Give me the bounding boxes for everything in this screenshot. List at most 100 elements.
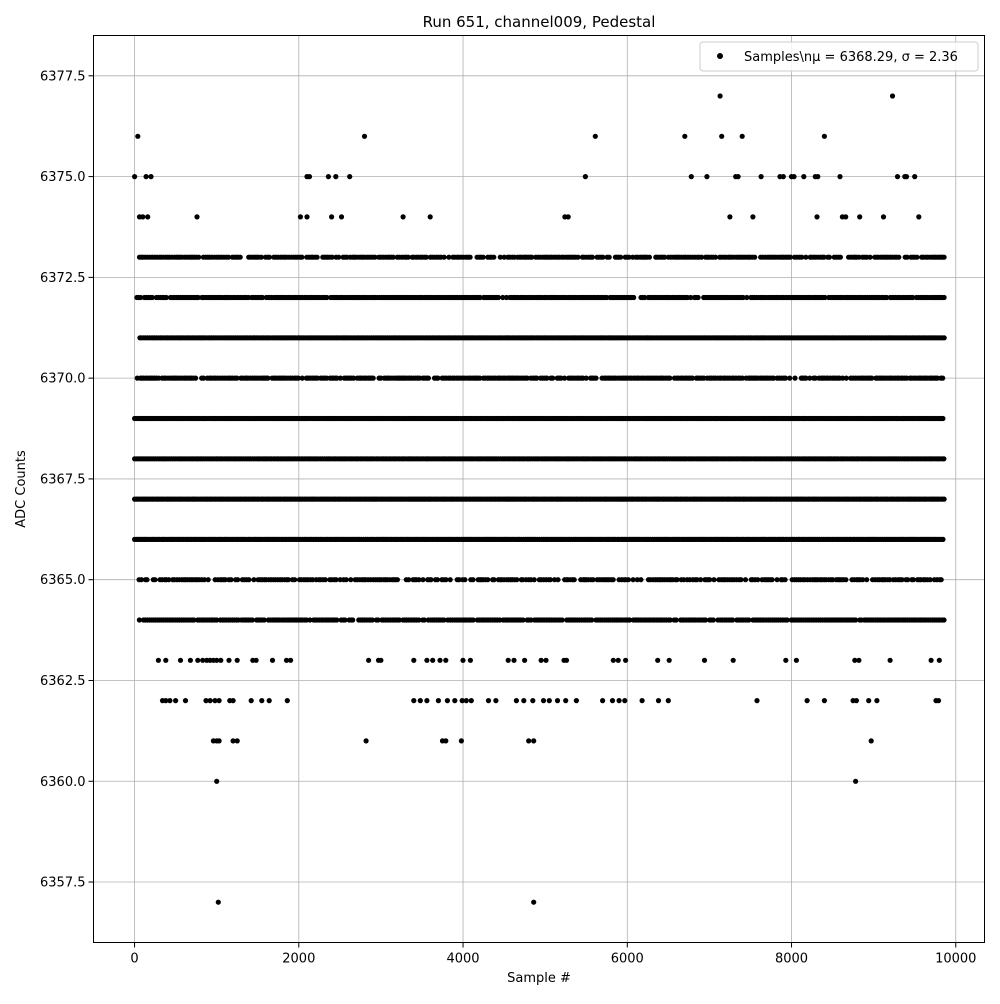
data-point [416,617,422,623]
data-point [941,496,947,502]
y-tick-label: 6372.5 [40,271,86,286]
data-point [144,577,150,583]
data-point [904,254,910,260]
data-point [514,577,520,583]
data-point [771,375,777,381]
data-point [430,657,436,663]
data-point [750,214,756,220]
x-tick-label: 2000 [282,952,315,967]
data-point [485,577,491,583]
data-point [306,174,313,180]
data-point [534,375,540,381]
data-point [361,133,368,139]
data-point [456,577,462,583]
data-point [155,657,161,663]
data-point [437,657,443,663]
data-point [583,375,589,381]
data-point [563,657,570,663]
data-point [784,617,790,623]
data-point [207,698,213,704]
data-point [666,657,672,663]
data-point [216,738,222,744]
data-point [370,375,376,381]
data-point [573,698,580,704]
legend-marker [717,53,723,59]
scatter-points [132,93,947,905]
data-point [148,174,154,180]
data-point [138,577,144,583]
data-point [214,617,220,623]
data-point [606,254,612,260]
x-tick-label: 0 [130,952,138,967]
data-point [526,738,532,744]
data-point [259,698,265,704]
data-point [843,577,849,583]
data-point [521,698,527,704]
data-point [246,577,252,583]
data-point [411,657,417,663]
x-tick-label: 6000 [611,952,644,967]
data-point [531,899,537,905]
data-point [600,698,606,704]
data-point [941,254,947,260]
data-point [837,174,843,180]
data-point [333,577,339,583]
y-tick-label: 6365.0 [40,573,86,588]
data-point [443,657,449,663]
data-point [543,657,549,663]
data-point [378,657,384,663]
data-point [215,899,221,905]
data-point [903,174,910,180]
data-point [261,617,267,623]
data-point [405,254,411,260]
data-point [137,294,144,301]
data-point [554,698,561,704]
data-point [470,617,476,623]
data-point [166,577,172,583]
grid-lines [93,35,985,943]
data-point [228,577,234,583]
data-point [735,174,741,180]
x-tick-label: 4000 [446,952,479,967]
data-point [927,577,933,583]
data-point [400,214,406,220]
data-point [791,174,797,180]
data-point [329,254,335,260]
data-point [513,698,520,704]
data-point [295,375,301,381]
data-point [935,698,942,704]
data-point [673,617,679,623]
data-point [853,698,860,704]
data-point [396,617,402,623]
data-point [867,254,873,260]
data-point [774,577,780,583]
data-point [531,577,537,583]
plot-area-frame [93,35,985,943]
data-point [193,375,199,381]
data-point [853,778,859,784]
data-point [447,577,453,583]
data-point [226,657,232,663]
data-point [334,617,340,623]
data-point [348,577,354,583]
data-point [195,294,201,301]
data-point [615,657,621,663]
x-tick-label: 10000 [935,952,976,967]
data-point [468,698,474,704]
data-point [837,254,844,260]
y-tick-label: 6375.0 [40,170,86,185]
data-point [905,577,911,583]
data-point [783,657,789,663]
data-point [363,738,369,744]
data-point [941,456,947,462]
data-point [589,617,595,623]
data-point [425,375,431,381]
data-point [803,254,809,260]
y-tick-label: 6367.5 [40,472,86,487]
data-point [899,577,905,583]
data-point [333,174,339,180]
chart-title: Run 651, channel009, Pedestal [423,13,656,31]
data-point [812,375,818,381]
data-point [347,174,353,180]
data-point [529,254,535,260]
